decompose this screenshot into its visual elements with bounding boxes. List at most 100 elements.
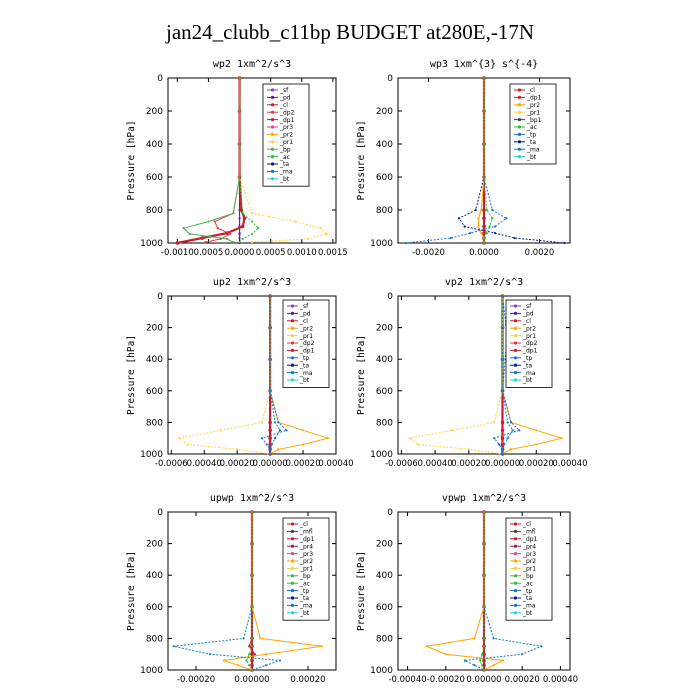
- legend-marker: [290, 589, 295, 593]
- data-point: [238, 241, 241, 244]
- legend-marker: [270, 155, 275, 159]
- series-line: [245, 512, 253, 671]
- data-point: [482, 574, 486, 577]
- series-line: [502, 296, 514, 454]
- legend-label: _pr3: [522, 551, 536, 558]
- legend-marker: [290, 304, 295, 308]
- legend-label: _ac: [279, 154, 290, 161]
- legend-marker: [290, 363, 295, 367]
- legend-marker: [290, 552, 295, 556]
- legend-marker: [517, 155, 522, 159]
- series-line: [178, 296, 271, 455]
- data-point: [236, 448, 239, 451]
- y-axis-label: Pressure [hPa]: [126, 120, 137, 200]
- x-tick-label: -0.0020: [412, 248, 445, 258]
- legend-marker: [513, 371, 518, 375]
- legend-marker: [270, 103, 275, 107]
- data-point: [501, 452, 504, 456]
- data-point: [301, 429, 305, 432]
- y-tick-label: 0: [387, 508, 393, 518]
- legend-label: _ac: [526, 124, 537, 131]
- y-tick-label: 400: [376, 355, 393, 365]
- legend-label: _pr2: [299, 558, 313, 565]
- data-point: [178, 437, 181, 440]
- legend-label: _bt: [299, 610, 310, 617]
- legend-label: _bt: [522, 610, 533, 617]
- legend-label: _pd: [299, 311, 311, 318]
- chart-panel-1: wp2 1xm^2/s^3 0 200 400 600 800 1000 Pressure […: [126, 59, 348, 258]
- legend-label: _sf: [522, 303, 532, 310]
- legend-label: _mfl: [299, 529, 313, 536]
- legend-marker: [290, 522, 295, 526]
- data-point: [222, 659, 226, 662]
- x-tick-label: 0.0020: [525, 248, 555, 258]
- plot-frame: [167, 295, 337, 455]
- data-point: [250, 241, 254, 244]
- data-point: [175, 241, 180, 245]
- legend-label: _pr3: [299, 551, 313, 558]
- y-axis-label: Pressure [hPa]: [356, 551, 367, 631]
- x-tick-label: 0.0000: [469, 248, 499, 258]
- data-point: [188, 232, 191, 236]
- y-tick-label: 1000: [370, 666, 393, 676]
- panel-title: upwp 1xm^2/s^3: [210, 493, 294, 504]
- chart-panel-4: vp2 1xm^2/s^3 0 200 400 600 800 1000 Pressure […: [356, 277, 588, 469]
- legend-label: _bp: [522, 573, 534, 580]
- x-tick-label: 0.00020: [285, 459, 320, 469]
- y-tick-label: 600: [146, 603, 163, 613]
- legend-marker: [513, 537, 518, 541]
- legend-marker: [290, 559, 295, 563]
- y-tick-label: 600: [376, 387, 393, 397]
- legend-box: [505, 517, 553, 621]
- y-tick-label: 800: [146, 206, 163, 216]
- y-tick-label: 0: [157, 74, 163, 84]
- x-tick-label: -0.0010: [161, 248, 194, 258]
- data-point: [269, 437, 272, 440]
- legend-label: _ma: [279, 169, 293, 176]
- data-point: [479, 659, 482, 662]
- data-point: [493, 232, 497, 235]
- x-tick-label: -0.0006: [385, 459, 418, 469]
- data-point: [480, 664, 484, 667]
- legend-marker: [513, 348, 518, 352]
- series-line: [408, 296, 503, 455]
- data-point: [469, 232, 472, 235]
- legend-marker: [517, 140, 522, 144]
- x-tick-label: 0.00000: [466, 675, 501, 685]
- legend-label: _mfl: [522, 529, 536, 536]
- legend-marker: [517, 147, 522, 151]
- data-point: [482, 241, 486, 245]
- data-point: [482, 542, 486, 545]
- legend-marker: [270, 88, 275, 92]
- legend-label: _pr2: [526, 102, 540, 109]
- data-point: [259, 637, 262, 640]
- data-point: [238, 175, 241, 179]
- chart-panel-5: upwp 1xm^2/s^3 0 200 400 600 800 1000 Pressure …: [126, 493, 337, 685]
- x-tick-label: -0.00040: [388, 675, 426, 685]
- data-point: [480, 653, 484, 656]
- data-point: [417, 443, 420, 446]
- legend-label: _tp: [522, 355, 532, 362]
- plot-frame: [167, 77, 337, 244]
- y-tick-label: 800: [146, 634, 163, 644]
- x-tick-label: -0.00020: [177, 675, 215, 685]
- data-point: [501, 429, 504, 432]
- legend-label: _ma: [526, 146, 540, 153]
- legend-marker: [517, 88, 522, 92]
- data-point: [501, 326, 504, 329]
- data-point: [501, 443, 504, 446]
- data-point: [477, 225, 480, 228]
- legend-label: _pr2: [279, 132, 293, 139]
- x-tick-label: 0.00020: [290, 675, 325, 685]
- y-tick-label: 800: [376, 206, 393, 216]
- data-point: [511, 429, 514, 432]
- y-tick-label: 1000: [140, 450, 163, 460]
- data-point: [277, 421, 280, 424]
- legend-label: _pr1: [526, 109, 540, 116]
- panel-title: wp3 1xm^{3} s^{-4}: [430, 59, 538, 70]
- y-tick-label: 0: [157, 508, 163, 518]
- legend-marker: [270, 140, 275, 144]
- x-tick-label: 0.00000: [234, 675, 269, 685]
- legend-marker: [517, 118, 522, 122]
- data-point: [226, 237, 229, 240]
